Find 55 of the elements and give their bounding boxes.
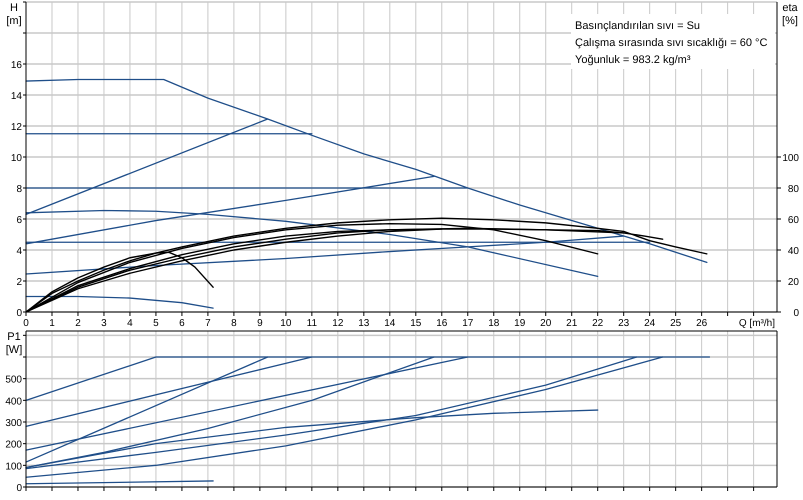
x-tick-label: 19	[514, 318, 526, 329]
x-tick-label: 14	[384, 318, 396, 329]
y2-tick-label: 100	[782, 153, 800, 164]
x-axis-title: Q [m³/h]	[738, 318, 776, 329]
x-tick-label: 0	[23, 318, 30, 329]
annotation: Çalışma sırasında sıvı sıcaklığı = 60 °C	[575, 37, 768, 49]
y-tick-label: 14	[10, 91, 22, 102]
x-tick-label: 25	[670, 318, 682, 329]
x-tick-label: 16	[436, 318, 448, 329]
y2-axis-title: eta [%]	[782, 2, 799, 27]
x-tick-label: 10	[280, 318, 292, 329]
y-tick-label: 0	[16, 308, 22, 319]
x-tick-label: 26	[696, 318, 708, 329]
x-tick-label: 20	[540, 318, 552, 329]
x-tick-label: 4	[127, 318, 134, 329]
x-tick-label: 8	[231, 318, 238, 329]
annotation: Basınçlandırılan sıvı = Su	[575, 20, 700, 32]
y-tick-label: 4	[16, 246, 22, 257]
x-tick-label: 7	[205, 318, 212, 329]
y-tick-label: 6	[16, 215, 22, 226]
x-tick-label: 23	[618, 318, 630, 329]
y2-tick-label: 0	[793, 308, 800, 319]
x-tick-label: 2	[75, 318, 82, 329]
x-tick-label: 13	[358, 318, 370, 329]
x-tick-label: 18	[488, 318, 500, 329]
y-tick-label: 400	[5, 396, 22, 408]
x-tick-label: 12	[332, 318, 344, 329]
y-tick-label: 10	[10, 153, 22, 164]
x-tick-label: 5	[153, 318, 160, 329]
y-tick-label: 300	[5, 418, 22, 429]
x-tick-label: 22	[592, 318, 604, 329]
x-tick-label: 15	[410, 318, 422, 329]
x-tick-label: 24	[644, 318, 656, 329]
y-tick-label: 100	[5, 461, 22, 472]
y2-tick-label: 20	[788, 277, 800, 288]
y-tick-label: 2	[16, 277, 22, 288]
x-tick-label: 11	[306, 318, 318, 329]
y-tick-label: 0	[16, 483, 22, 494]
y-tick-label: 16	[10, 60, 22, 71]
annotation: Yoğunluk = 983.2 kg/m³	[575, 54, 691, 66]
x-tick-label: 21	[566, 318, 578, 329]
y2-tick-label: 80	[788, 184, 800, 195]
y-axis-title: P1 [W]	[6, 331, 22, 356]
y-tick-label: 500	[5, 374, 22, 386]
y2-tick-label: 40	[788, 246, 800, 257]
x-tick-label: 6	[179, 318, 186, 329]
y-tick-label: 200	[5, 440, 22, 451]
x-tick-label: 1	[49, 318, 56, 329]
y2-tick-label: 60	[788, 215, 800, 226]
x-tick-label: 17	[462, 318, 474, 329]
x-tick-label: 3	[101, 318, 108, 329]
y-tick-label: 12	[10, 122, 22, 133]
x-tick-label: 9	[257, 318, 264, 329]
y-axis-title: H [m]	[6, 2, 22, 27]
y-tick-label: 8	[16, 184, 22, 195]
